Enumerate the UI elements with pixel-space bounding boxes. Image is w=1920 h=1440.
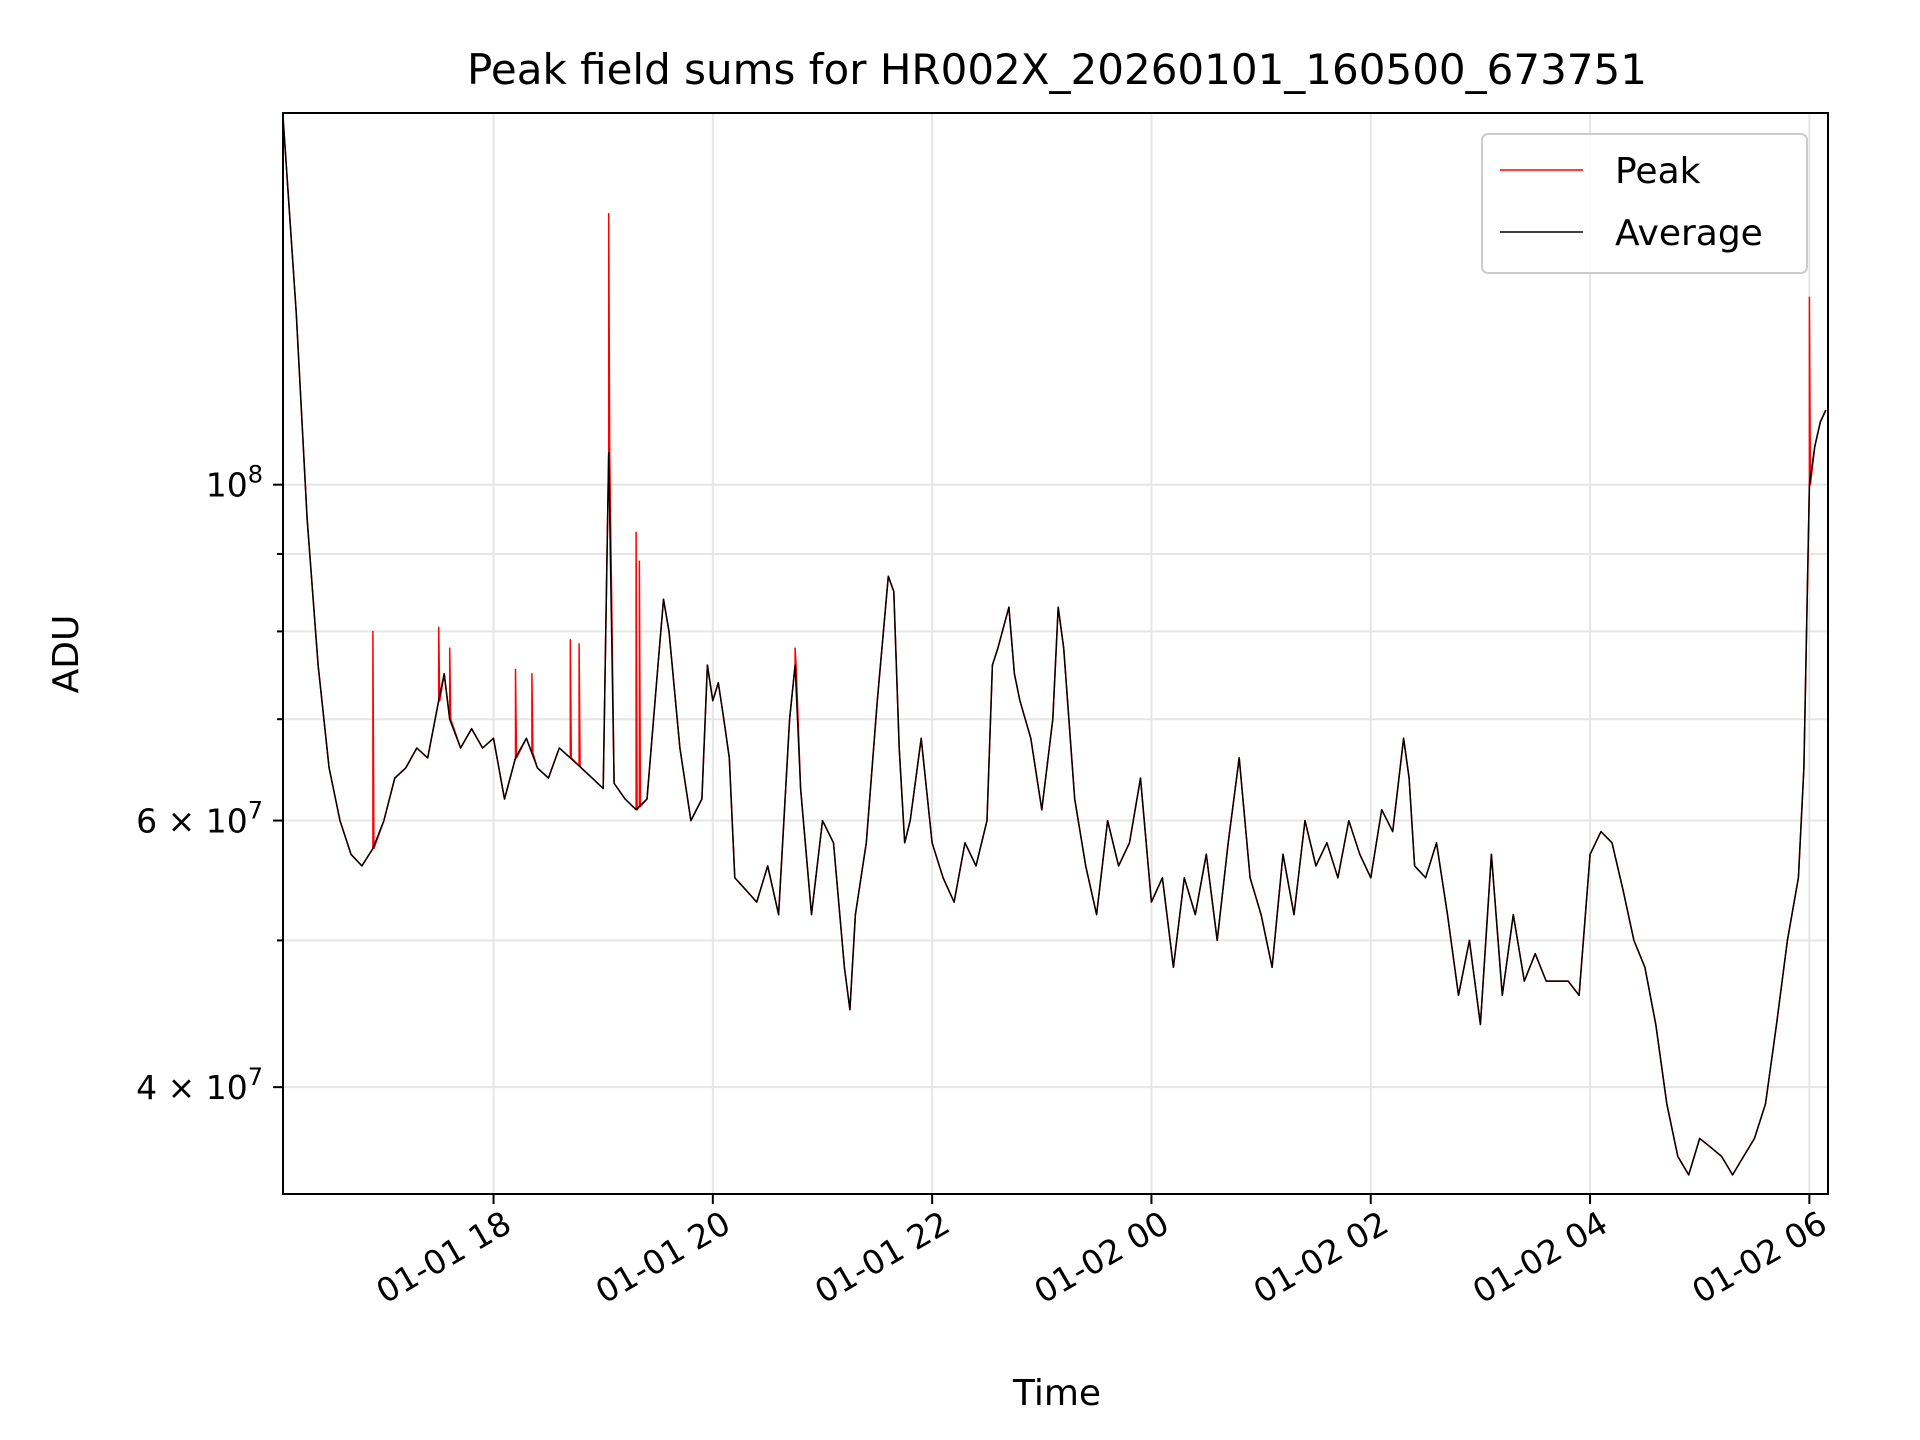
legend: Peak Average — [1481, 133, 1808, 274]
y-tick-label: 4 × 107 — [136, 1063, 263, 1107]
series-lines — [282, 116, 1827, 1176]
y-axis-label: ADU — [46, 615, 87, 694]
legend-peak-label: Peak — [1615, 151, 1701, 192]
grid-lines — [283, 113, 1828, 1194]
x-axis-label: Time — [1012, 1373, 1101, 1414]
y-tick-label: 108 — [206, 461, 263, 505]
y-tick-label: 6 × 107 — [136, 797, 263, 841]
legend-box — [1481, 133, 1808, 274]
plot-frame — [282, 112, 1829, 1195]
average-series-line — [282, 116, 1827, 1176]
legend-average-label: Average — [1615, 213, 1763, 254]
chart-title: Peak field sums for HR002X_20260101_1605… — [467, 45, 1647, 94]
